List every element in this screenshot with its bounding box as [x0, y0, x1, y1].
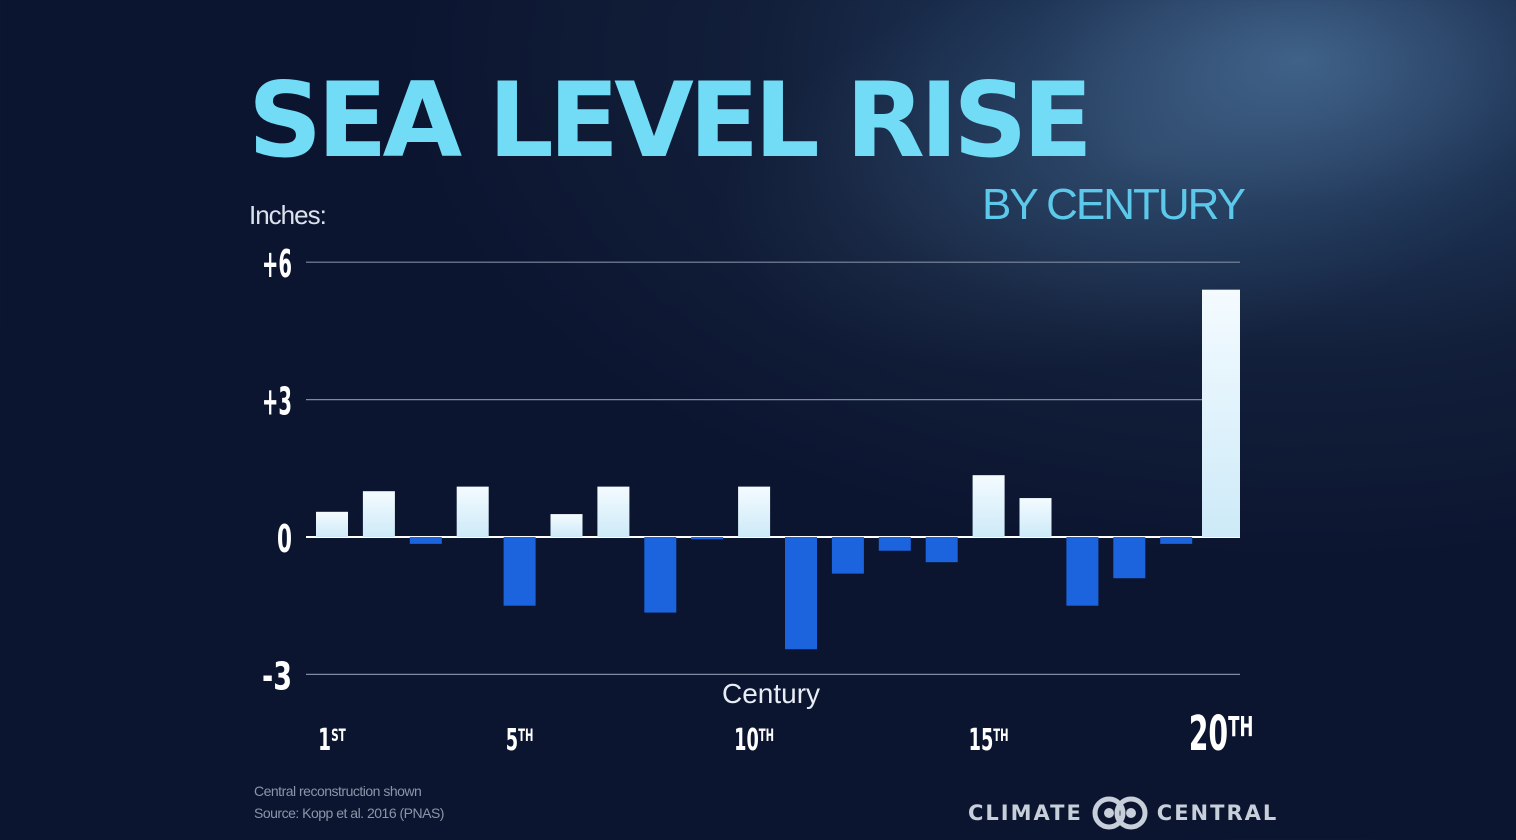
grid-lines [306, 261, 1240, 676]
bar-17th [1066, 537, 1099, 606]
climate-central-logo-icon [1092, 796, 1148, 830]
y-axis-label: Inches: [249, 200, 327, 230]
y-tick-labels: +6 +3 0 -3 [262, 242, 292, 698]
bar-13th [878, 537, 911, 551]
bar-18th [1113, 537, 1146, 579]
note-source: Source: Kopp et al. 2016 (PNAS) [254, 805, 444, 821]
bar-19th [1160, 537, 1193, 544]
y-tick-label: +3 [262, 380, 292, 424]
bar-2nd [362, 491, 395, 537]
x-tick-label: 1ST [318, 723, 346, 758]
x-tick-label: 5TH [506, 723, 534, 758]
bar-9th [691, 537, 724, 540]
bars [316, 289, 1240, 650]
chart-title: SEA LEVEL RISE [248, 61, 1093, 181]
bar-7th [597, 486, 630, 537]
bar-11th [785, 537, 817, 650]
bar-4th [456, 486, 489, 537]
bar-20th [1202, 289, 1240, 537]
bar-16th [1019, 498, 1052, 537]
bar-5th [503, 537, 536, 606]
y-tick-label: 0 [277, 517, 292, 561]
brand-left-text: CLIMATE [968, 801, 1083, 825]
x-tick-label: 10TH [734, 723, 774, 758]
y-tick-label: -3 [262, 654, 292, 698]
bar-12th [831, 537, 864, 574]
bar-6th [550, 514, 583, 537]
note-reconstruction: Central reconstruction shown [254, 783, 422, 799]
y-tick-label: +6 [262, 242, 292, 286]
bar-8th [644, 537, 677, 613]
x-tick-labels: 1ST 5TH 10TH 15TH 20TH [318, 706, 1253, 762]
brand-logo[interactable]: CLIMATE CENTRAL [968, 796, 1278, 830]
x-tick-label: 15TH [969, 723, 1009, 758]
bar-3rd [409, 537, 442, 544]
chart-subtitle: BY CENTURY [981, 180, 1246, 229]
x-axis-label: Century [722, 678, 821, 709]
bar-15th [972, 475, 1005, 537]
brand-right-text: CENTRAL [1156, 801, 1279, 825]
bar-10th [738, 486, 771, 537]
x-tick-label: 20TH [1189, 706, 1254, 762]
bar-14th [925, 537, 958, 563]
source-notes: Central reconstruction shown Source: Kop… [254, 780, 444, 824]
bar-1st [316, 511, 348, 537]
